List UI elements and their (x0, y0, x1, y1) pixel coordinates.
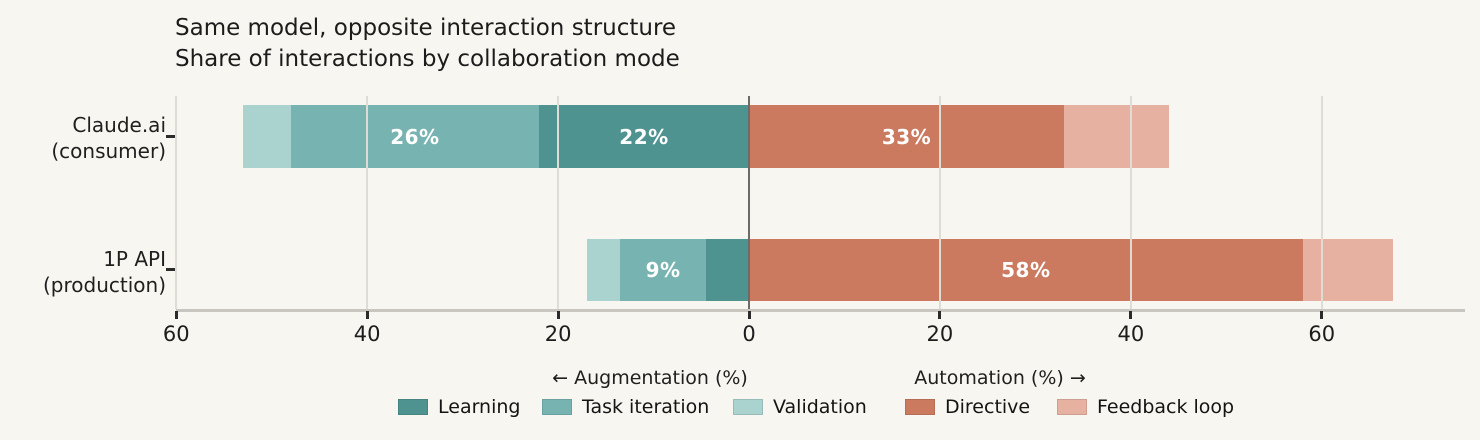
gridline (1320, 96, 1323, 309)
bar-segment-directive (749, 239, 1303, 301)
y-tick-mark (166, 268, 175, 271)
row-label-1p-api: 1P API (production) (43, 247, 166, 297)
legend-item-task-iteration: Task iteration (542, 396, 709, 418)
bar-segment-task-iteration (620, 239, 707, 301)
bar-segment-feedback-loop (1064, 105, 1170, 168)
row-label-claude-ai: Claude.ai (consumer) (51, 113, 166, 163)
bar-value-label-learning: 22% (619, 124, 669, 149)
gridline (938, 96, 941, 309)
gridline (557, 96, 560, 309)
x-tick-mark (174, 311, 178, 319)
x-tick-mark (556, 311, 560, 319)
bar-segment-validation (243, 105, 291, 168)
gridline (366, 96, 369, 309)
bar-segment-learning (706, 239, 749, 301)
x-tick-label: 60 (162, 322, 190, 346)
legend-item-feedback-loop: Feedback loop (1057, 396, 1234, 418)
bar-segment-task-iteration (290, 105, 539, 168)
y-tick-mark (166, 135, 175, 138)
chart-title: Same model, opposite interaction structu… (175, 15, 677, 41)
x-tick-mark (1320, 311, 1324, 319)
x-tick-label: 60 (1308, 322, 1336, 346)
x-tick-label: 20 (926, 322, 954, 346)
x-axis-line (176, 309, 1465, 312)
legend-item-directive: Directive (905, 396, 1030, 418)
bar-segment-learning (538, 105, 749, 168)
x-tick-mark (365, 311, 369, 319)
bar-value-label-task-iteration: 9% (645, 258, 681, 282)
legend-swatch-feedback-loop (1057, 399, 1087, 415)
chart-title-block: Same model, opposite interaction structu… (175, 13, 680, 75)
bar-segment-validation (586, 239, 621, 301)
zero-baseline (748, 96, 750, 309)
bar-value-label-directive: 33% (881, 124, 932, 149)
x-tick-label: 0 (742, 322, 756, 346)
bar-segment-directive (749, 105, 1065, 168)
x-tick-label: 40 (1117, 322, 1145, 346)
legend-swatch-validation (733, 399, 763, 415)
legend-swatch-learning (398, 399, 428, 415)
x-tick-label: 40 (353, 322, 381, 346)
bar-value-label-directive: 58% (1001, 258, 1051, 282)
legend-item-validation: Validation (733, 396, 867, 418)
x-tick-mark (938, 311, 942, 319)
gridline (1129, 96, 1132, 309)
legend-swatch-directive (905, 399, 935, 415)
legend-swatch-task-iteration (542, 399, 572, 415)
automation-axis-label: Automation (%) → (914, 367, 1086, 389)
chart-subtitle: Share of interactions by collaboration m… (175, 46, 680, 72)
augmentation-axis-label: ← Augmentation (%) (552, 367, 748, 389)
bar-value-label-task-iteration: 26% (390, 124, 440, 149)
bar-segment-feedback-loop (1302, 239, 1394, 301)
x-tick-label: 20 (544, 322, 572, 346)
x-tick-mark (1129, 311, 1133, 319)
gridline (175, 96, 178, 309)
x-tick-mark (747, 311, 751, 319)
legend-item-learning: Learning (398, 396, 521, 418)
